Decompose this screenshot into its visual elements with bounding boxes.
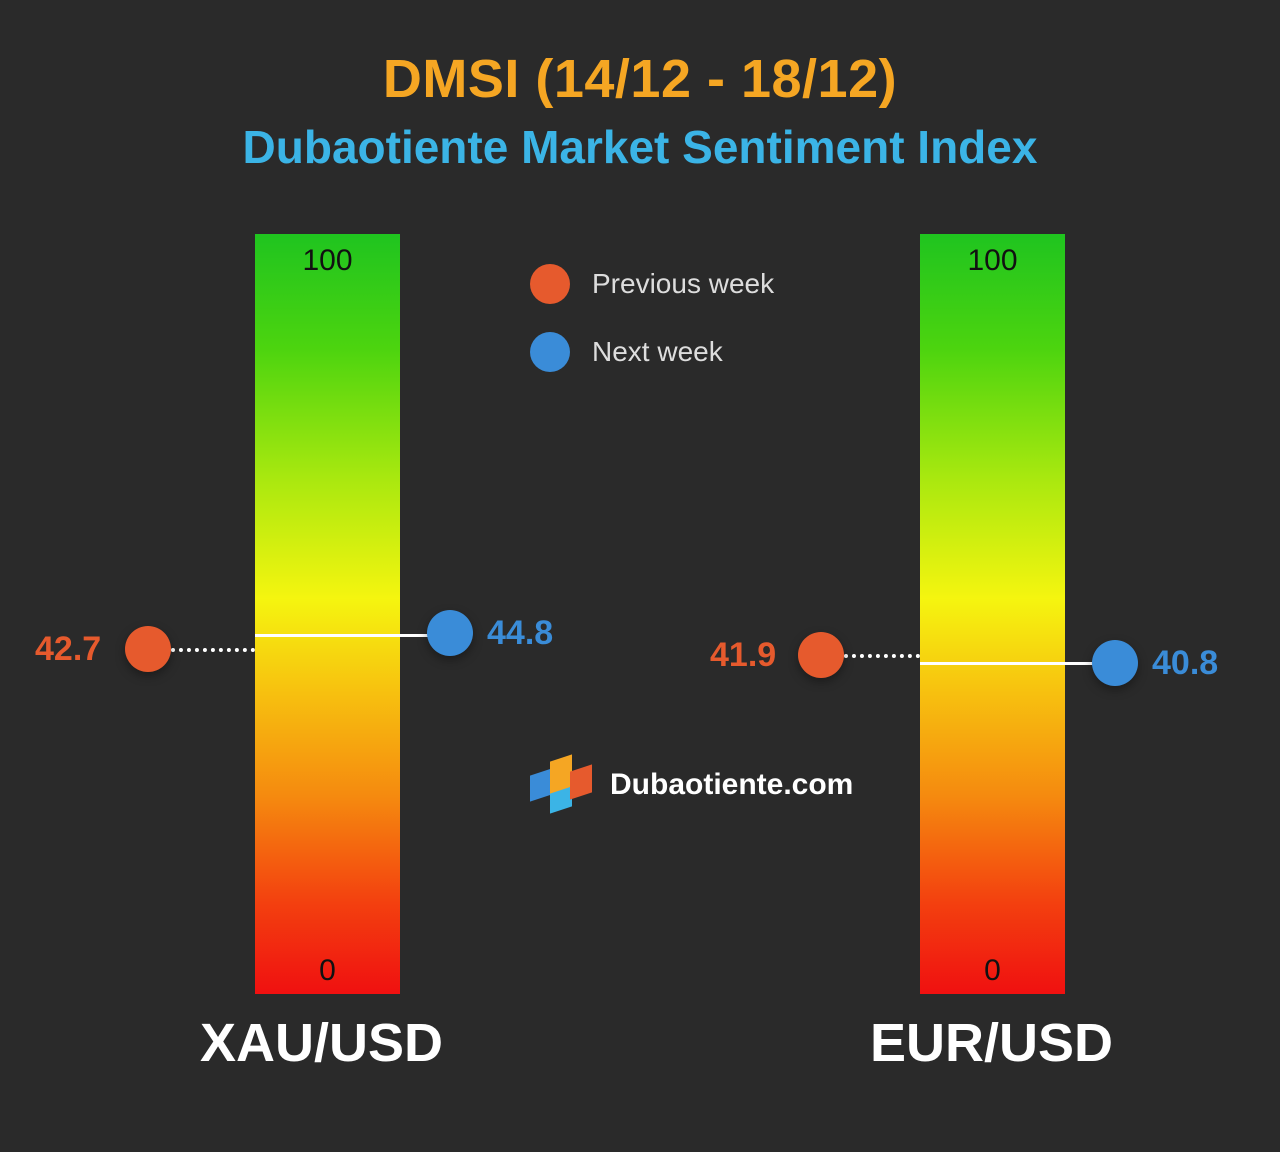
scale-min: 0 — [920, 954, 1065, 988]
pair-label: EUR/USD — [870, 1012, 1113, 1074]
scale-max: 100 — [255, 244, 400, 278]
value-next: 44.8 — [487, 614, 553, 653]
gauges-area: Previous week Next week Dubaotiente.com … — [0, 194, 1280, 1074]
gauge-xauusd: 100 0 42.7 44.8 XAU/USD — [255, 234, 400, 994]
value-next: 40.8 — [1152, 644, 1218, 683]
pair-label: XAU/USD — [200, 1012, 443, 1074]
value-previous: 42.7 — [35, 630, 101, 669]
legend-label-previous: Previous week — [592, 268, 774, 300]
connector-next — [920, 662, 1116, 665]
scale-max: 100 — [920, 244, 1065, 278]
page-title: DMSI (14/12 - 18/12) — [0, 48, 1280, 110]
marker-previous-icon — [798, 632, 844, 678]
legend-dot-previous-icon — [530, 264, 570, 304]
brand-logo-icon — [530, 754, 592, 816]
gauge-eurusd: 100 0 41.9 40.8 EUR/USD — [920, 234, 1065, 994]
legend: Previous week Next week — [530, 264, 774, 400]
legend-label-next: Next week — [592, 336, 723, 368]
marker-next-icon — [427, 610, 473, 656]
marker-next-icon — [1092, 640, 1138, 686]
scale-min: 0 — [255, 954, 400, 988]
connector-next — [255, 634, 451, 637]
brand: Dubaotiente.com — [530, 754, 853, 816]
value-previous: 41.9 — [710, 636, 776, 675]
gauge-bar: 100 0 — [920, 234, 1065, 994]
legend-item-previous: Previous week — [530, 264, 774, 304]
marker-previous-icon — [125, 626, 171, 672]
legend-item-next: Next week — [530, 332, 774, 372]
brand-text: Dubaotiente.com — [610, 768, 853, 802]
legend-dot-next-icon — [530, 332, 570, 372]
gauge-bar: 100 0 — [255, 234, 400, 994]
page-subtitle: Dubaotiente Market Sentiment Index — [0, 120, 1280, 174]
